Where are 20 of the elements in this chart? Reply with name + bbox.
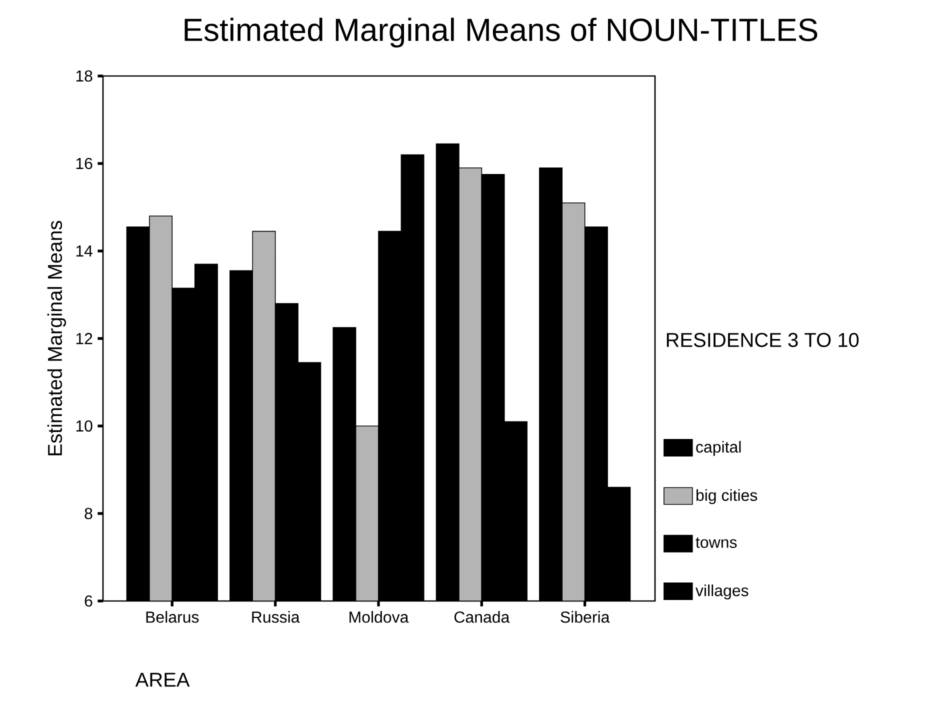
y-tick-label: 12 [76,332,92,344]
y-tick-label: 6 [84,595,92,607]
legend-label: capital [696,440,741,456]
legend-label: towns [696,537,737,548]
y-tick-label: 16 [76,158,92,170]
x-axis-title: AREA [135,672,190,687]
x-tick-label: Russia [252,611,300,623]
legend-label: villages [696,584,748,600]
x-tick-label: Siberia [560,611,610,623]
y-tick-label: 8 [84,508,92,520]
y-axis-title: Estimated Marginal Means [47,220,66,456]
y-tick-label: 18 [76,70,92,82]
legend-label: big cities [696,489,758,504]
x-tick-label: Belarus [146,611,199,623]
y-tick-label: 10 [76,420,92,432]
chart-title: Estimated Marginal Means of NOUN-TITLES [184,18,818,48]
legend-title: RESIDENCE 3 TO 10 [666,332,859,348]
x-tick-label: Canada [454,611,510,623]
y-tick-label: 14 [76,246,92,256]
x-tick-label: Moldova [350,611,409,623]
